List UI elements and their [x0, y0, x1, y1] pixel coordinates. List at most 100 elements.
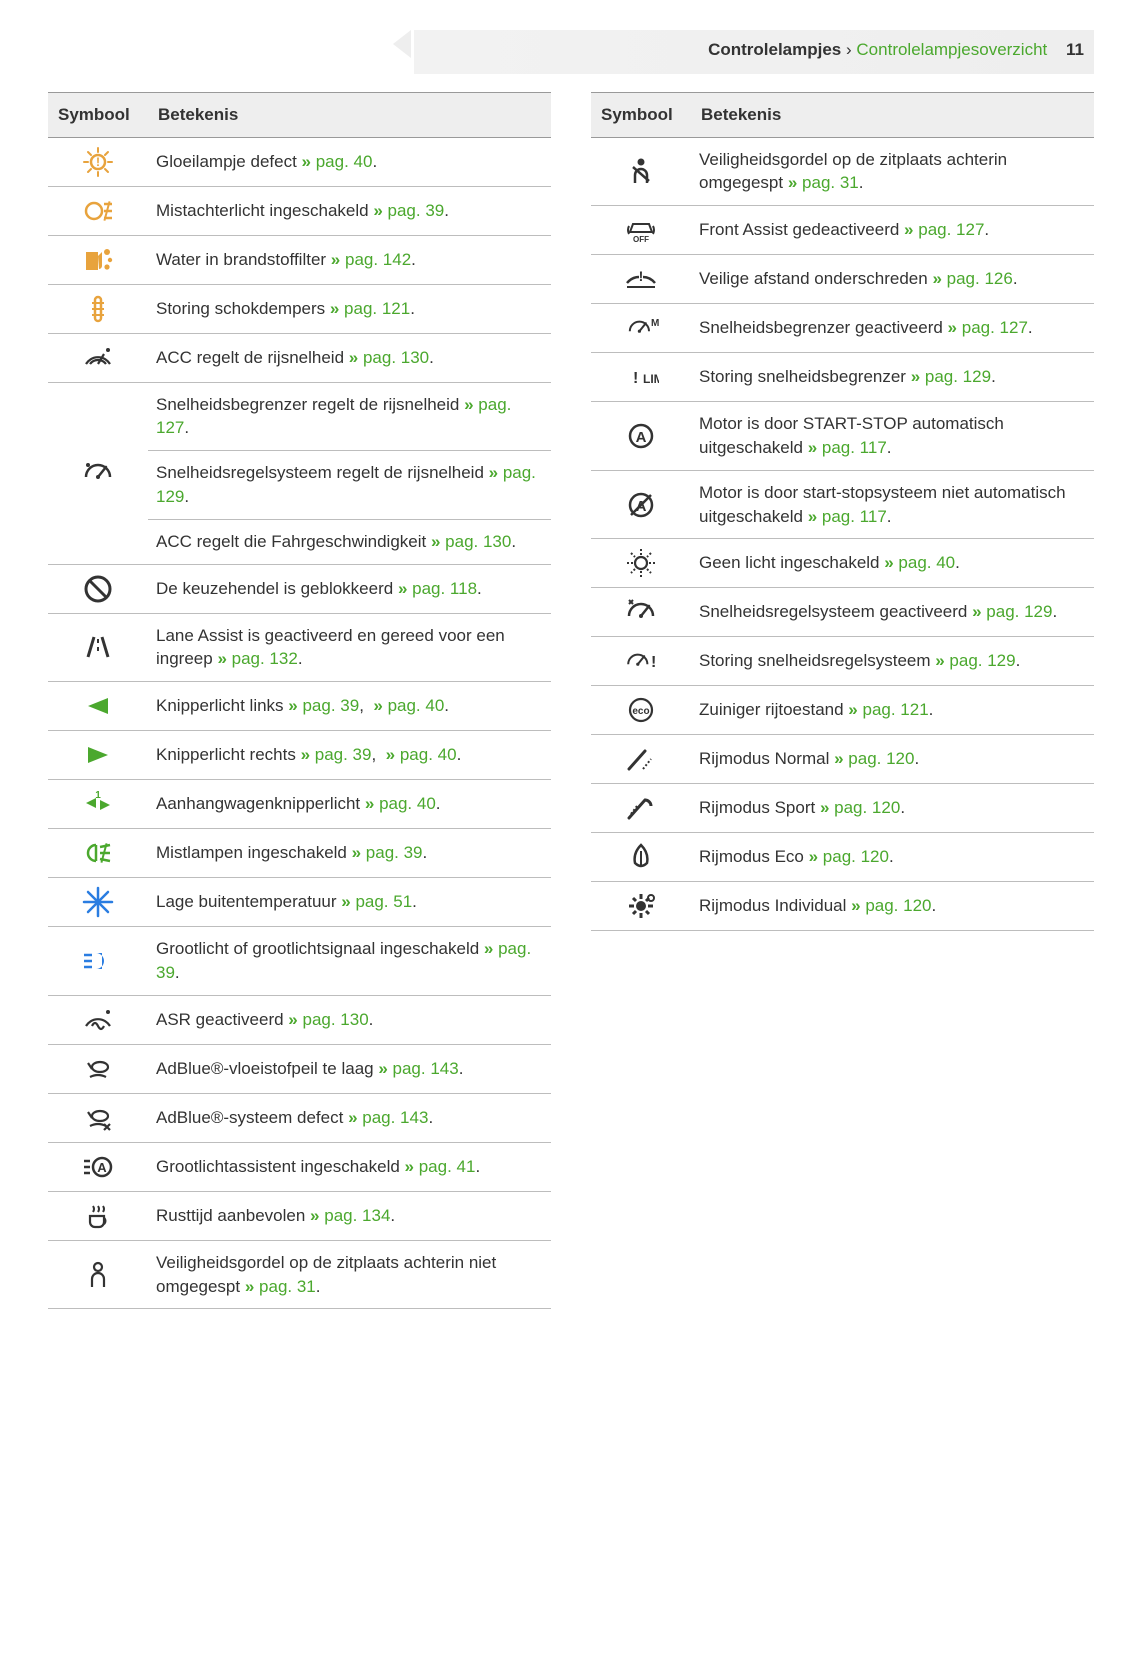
- cruise-active-icon: [591, 588, 691, 637]
- description-text: Gloeilampje defect: [156, 152, 297, 171]
- page-link[interactable]: » pag. 120: [804, 847, 889, 866]
- page-link[interactable]: » pag. 121: [844, 700, 929, 719]
- col-symbol-header: Symbool: [591, 92, 691, 137]
- description-text: Mistlampen ingeschakeld: [156, 843, 347, 862]
- turn-right-icon: [48, 731, 148, 780]
- description-text: ACC regelt de rijsnelheid: [156, 348, 344, 367]
- table-row: Grootlicht of grootlichtsignaal ingescha…: [48, 927, 551, 996]
- page-link[interactable]: » pag. 129: [906, 367, 991, 386]
- col-meaning-header: Betekenis: [691, 92, 1094, 137]
- col-meaning-header: Betekenis: [148, 92, 551, 137]
- table-row: Snelheidsbegrenzer geactiveerd » pag. 12…: [591, 304, 1094, 353]
- trailer-turn-icon: [48, 780, 148, 829]
- symbol-description: Lage buitentemperatuur » pag. 51.: [148, 878, 551, 927]
- page-link[interactable]: » pag. 143: [343, 1108, 428, 1127]
- symbol-description: Lane Assist is geactiveerd en gereed voo…: [148, 613, 551, 682]
- symbol-description: Grootlichtassistent ingeschakeld » pag. …: [148, 1142, 551, 1191]
- page-link[interactable]: » pag. 39: [296, 745, 372, 764]
- page-link[interactable]: » pag. 127: [899, 220, 984, 239]
- table-row: Water in brandstoffilter » pag. 142.: [48, 235, 551, 284]
- table-row: Snelheidsbegrenzer regelt de rijsnelheid…: [48, 382, 551, 451]
- table-row: Storing schokdempers » pag. 121.: [48, 284, 551, 333]
- header-chapter: Controlelampjes: [708, 40, 841, 59]
- page-link[interactable]: » pag. 51: [337, 892, 413, 911]
- col-symbol-header: Symbool: [48, 92, 148, 137]
- page-link[interactable]: » pag. 127: [943, 318, 1028, 337]
- symbol-description: ACC regelt die Fahrgeschwindigkeit » pag…: [148, 519, 551, 564]
- speed-limiter-gauge-icon: [48, 382, 148, 564]
- page-link[interactable]: » pag. 31: [783, 173, 859, 192]
- page-link[interactable]: » pag. 126: [928, 269, 1013, 288]
- page-link[interactable]: » pag. 130: [426, 532, 511, 551]
- page-link[interactable]: » pag. 40: [880, 553, 956, 572]
- description-text: Aanhangwagenknipperlicht: [156, 794, 360, 813]
- description-text: Geen licht ingeschakeld: [699, 553, 880, 572]
- page-link[interactable]: » pag. 40: [360, 794, 436, 813]
- page-link[interactable]: » pag. 39: [284, 696, 360, 715]
- adblue-low-icon: [48, 1044, 148, 1093]
- table-row: Rijmodus Individual » pag. 120.: [591, 882, 1094, 931]
- symbol-description: Veiligheidsgordel op de zitplaats achter…: [148, 1240, 551, 1309]
- page-link[interactable]: » pag. 142: [326, 250, 411, 269]
- no-light-icon: [591, 539, 691, 588]
- description-text: Lane Assist is geactiveerd en gereed voo…: [156, 626, 505, 669]
- symbol-description: Motor is door START-STOP automatisch uit…: [691, 402, 1094, 471]
- symbol-description: Storing snelheidsregelsysteem » pag. 129…: [691, 637, 1094, 686]
- mode-sport-icon: [591, 784, 691, 833]
- coffee-icon: [48, 1191, 148, 1240]
- table-row: Storing snelheidsbegrenzer » pag. 129.: [591, 353, 1094, 402]
- page-link[interactable]: » pag. 120: [829, 749, 914, 768]
- page-link[interactable]: » pag. 121: [325, 299, 410, 318]
- page-link[interactable]: » pag. 117: [803, 507, 887, 526]
- symbol-description: Mistlampen ingeschakeld » pag. 39.: [148, 829, 551, 878]
- front-assist-off-icon: [591, 206, 691, 255]
- table-row: Storing snelheidsregelsysteem » pag. 129…: [591, 637, 1094, 686]
- page-link[interactable]: » pag. 40: [369, 696, 445, 715]
- symbol-description: Water in brandstoffilter » pag. 142.: [148, 235, 551, 284]
- page-link[interactable]: » pag. 120: [846, 896, 931, 915]
- table-row: Motor is door START-STOP automatisch uit…: [591, 402, 1094, 471]
- page-link[interactable]: » pag. 129: [931, 651, 1016, 670]
- page-link[interactable]: » pag. 40: [297, 152, 373, 171]
- symbol-description: Rijmodus Individual » pag. 120.: [691, 882, 1094, 931]
- symbol-description: Grootlicht of grootlichtsignaal ingescha…: [148, 927, 551, 996]
- page-link[interactable]: » pag. 130: [344, 348, 429, 367]
- seat-passenger-icon: [48, 1240, 148, 1309]
- table-row: Rusttijd aanbevolen » pag. 134.: [48, 1191, 551, 1240]
- symbol-description: Veilige afstand onderschreden » pag. 126…: [691, 255, 1094, 304]
- page-link[interactable]: » pag. 118: [393, 579, 477, 598]
- page-link[interactable]: » pag. 143: [374, 1059, 459, 1078]
- high-beam-assist-icon: [48, 1142, 148, 1191]
- table-row: Veiligheidsgordel op de zitplaats achter…: [48, 1240, 551, 1309]
- gear-lock-icon: [48, 564, 148, 613]
- page-link[interactable]: » pag. 40: [381, 745, 457, 764]
- table-row: Gloeilampje defect » pag. 40.: [48, 137, 551, 186]
- page-link[interactable]: » pag. 41: [400, 1157, 476, 1176]
- page-link[interactable]: » pag. 134: [305, 1206, 390, 1225]
- page-link[interactable]: » pag. 129: [967, 602, 1052, 621]
- symbol-description: Rijmodus Eco » pag. 120.: [691, 833, 1094, 882]
- page-link[interactable]: » pag. 39: [347, 843, 423, 862]
- start-stop-off-icon: [591, 470, 691, 539]
- description-text: Veiligheidsgordel op de zitplaats achter…: [156, 1253, 496, 1296]
- symbol-description: Knipperlicht rechts » pag. 39, » pag. 40…: [148, 731, 551, 780]
- bulb-defect-icon: [48, 137, 148, 186]
- page-link[interactable]: » pag. 39: [369, 201, 445, 220]
- page-link[interactable]: » pag. 120: [815, 798, 900, 817]
- table-row: Geen licht ingeschakeld » pag. 40.: [591, 539, 1094, 588]
- page-link[interactable]: » pag. 117: [803, 438, 887, 457]
- description-text: Rijmodus Eco: [699, 847, 804, 866]
- symbol-description: Storing snelheidsbegrenzer » pag. 129.: [691, 353, 1094, 402]
- page-link[interactable]: » pag. 31: [240, 1277, 316, 1296]
- description-text: ASR geactiveerd: [156, 1010, 284, 1029]
- water-fuel-icon: [48, 235, 148, 284]
- description-text: Water in brandstoffilter: [156, 250, 326, 269]
- description-text: Grootlichtassistent ingeschakeld: [156, 1157, 400, 1176]
- symbol-description: ASR geactiveerd » pag. 130.: [148, 995, 551, 1044]
- table-row: ASR geactiveerd » pag. 130.: [48, 995, 551, 1044]
- description-text: Rusttijd aanbevolen: [156, 1206, 305, 1225]
- page-link[interactable]: » pag. 132: [213, 649, 298, 668]
- eco-state-icon: [591, 686, 691, 735]
- page-link[interactable]: » pag. 130: [284, 1010, 369, 1029]
- symbol-description: Rusttijd aanbevolen » pag. 134.: [148, 1191, 551, 1240]
